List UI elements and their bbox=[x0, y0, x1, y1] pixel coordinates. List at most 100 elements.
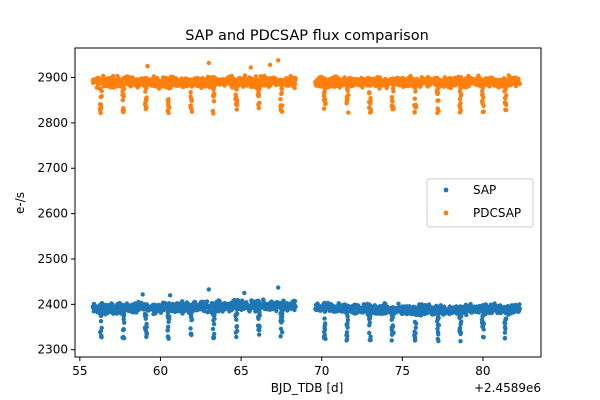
dip-point bbox=[502, 84, 507, 90]
dip-point bbox=[234, 317, 239, 322]
dip-point bbox=[120, 97, 126, 103]
point bbox=[293, 304, 298, 309]
series-pdcsap bbox=[90, 58, 522, 116]
dip-point bbox=[234, 305, 240, 310]
dip-point bbox=[166, 319, 171, 324]
dip-point bbox=[413, 325, 418, 330]
dip-point bbox=[98, 106, 104, 111]
data-points bbox=[90, 58, 522, 344]
dip-point bbox=[256, 102, 261, 107]
dip-point bbox=[390, 86, 396, 91]
outlier-point bbox=[267, 62, 273, 67]
dip-point bbox=[143, 103, 148, 108]
dip-point bbox=[481, 95, 486, 100]
dip-point bbox=[346, 92, 351, 98]
dip-point bbox=[481, 81, 486, 87]
dip-point bbox=[458, 330, 463, 335]
dip-point bbox=[166, 336, 171, 341]
dip-point bbox=[211, 334, 216, 340]
point bbox=[253, 309, 258, 314]
dip-point bbox=[457, 326, 462, 331]
outlier-point bbox=[140, 292, 145, 297]
dip-point bbox=[321, 334, 327, 339]
point bbox=[205, 299, 210, 304]
dip-point bbox=[458, 85, 463, 91]
dip-point bbox=[367, 83, 372, 88]
dip-point bbox=[367, 90, 372, 95]
dip-point bbox=[480, 101, 485, 106]
dip-point bbox=[99, 325, 104, 331]
dip-point bbox=[255, 303, 261, 309]
point bbox=[292, 85, 297, 91]
dip-point bbox=[413, 103, 418, 108]
dip-point bbox=[212, 309, 217, 314]
y-tick-label: 2700 bbox=[37, 161, 68, 175]
dip-point bbox=[166, 99, 171, 104]
dip-point bbox=[345, 88, 350, 93]
dip-point bbox=[279, 81, 284, 87]
dip-point bbox=[165, 305, 171, 311]
dip-point bbox=[211, 99, 217, 104]
dip-point bbox=[322, 326, 327, 331]
dip-point bbox=[233, 313, 238, 319]
x-axis-offset-label: +2.4589e6 bbox=[474, 381, 541, 395]
dip-point bbox=[367, 330, 372, 336]
dip-point bbox=[458, 339, 463, 344]
dip-point bbox=[481, 85, 486, 90]
dip-point bbox=[280, 330, 285, 335]
point bbox=[274, 308, 279, 314]
point bbox=[292, 298, 298, 304]
legend-marker-pdcsap bbox=[443, 210, 449, 216]
dip-point bbox=[322, 316, 327, 321]
dip-point bbox=[234, 83, 239, 88]
dip-point bbox=[279, 86, 284, 91]
x-tick-label: 55 bbox=[72, 364, 87, 378]
dip-point bbox=[165, 328, 170, 333]
dip-point bbox=[280, 311, 285, 316]
dip-point bbox=[167, 105, 172, 110]
dip-point bbox=[502, 89, 507, 94]
dip-point bbox=[235, 328, 240, 334]
dip-point bbox=[480, 88, 485, 94]
dip-point bbox=[434, 88, 440, 93]
dip-point bbox=[346, 308, 351, 313]
dip-point bbox=[503, 316, 509, 321]
dip-point bbox=[322, 322, 328, 327]
dip-point bbox=[188, 90, 193, 95]
dip-point bbox=[121, 336, 127, 341]
dip-point bbox=[503, 326, 508, 332]
dip-point bbox=[345, 322, 350, 328]
dip-point bbox=[389, 332, 395, 337]
y-tick-label: 2400 bbox=[37, 297, 68, 311]
point bbox=[408, 73, 413, 79]
point bbox=[517, 306, 522, 311]
legend: SAP PDCSAP bbox=[426, 178, 534, 228]
dip-point bbox=[412, 81, 417, 86]
dip-point bbox=[435, 322, 440, 327]
y-tick-label: 2900 bbox=[37, 70, 68, 84]
dip-point bbox=[457, 97, 463, 102]
dip-point bbox=[121, 327, 127, 332]
dip-point bbox=[278, 315, 284, 320]
dip-point bbox=[367, 320, 372, 325]
dip-point bbox=[481, 309, 486, 314]
dip-point bbox=[142, 313, 148, 319]
plot-frame bbox=[74, 47, 542, 358]
dip-point bbox=[435, 326, 440, 331]
dip-point bbox=[256, 307, 262, 312]
dip-point bbox=[457, 314, 462, 319]
dip-point bbox=[211, 83, 216, 88]
dip-point bbox=[256, 93, 262, 98]
dip-point bbox=[390, 99, 395, 104]
legend-label-pdcsap: PDCSAP bbox=[473, 206, 521, 220]
dip-point bbox=[367, 313, 372, 318]
point bbox=[229, 73, 234, 79]
outlier-point bbox=[206, 287, 211, 292]
dip-point bbox=[189, 332, 194, 338]
dip-point bbox=[99, 94, 104, 99]
dip-point bbox=[188, 309, 194, 314]
dip-point bbox=[120, 308, 126, 313]
dip-point bbox=[480, 318, 485, 323]
dip-point bbox=[502, 336, 507, 341]
outlier-point bbox=[276, 285, 281, 290]
